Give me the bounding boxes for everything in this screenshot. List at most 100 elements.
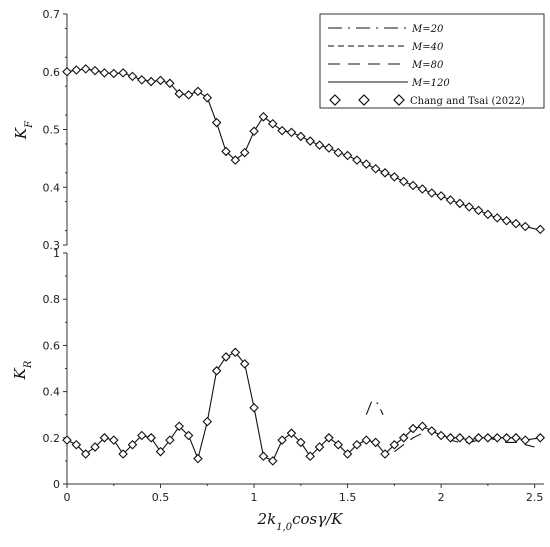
data-point-chang-tsai xyxy=(305,136,315,146)
data-point-chang-tsai xyxy=(333,147,344,158)
data-point-chang-tsai xyxy=(146,76,156,87)
data-point-chang-tsai xyxy=(408,180,418,191)
data-point-chang-tsai xyxy=(483,433,493,443)
data-point-chang-tsai xyxy=(183,430,194,441)
legend: M=20 M=40 M=80 M=120 Chang and Tsai (2022) xyxy=(319,13,545,109)
bottom-y-tick-label: 1 xyxy=(53,247,60,260)
legend-marker-chang-tsai xyxy=(393,94,405,106)
data-point-chang-tsai xyxy=(108,435,119,445)
data-point-chang-tsai xyxy=(249,126,259,137)
series-layer xyxy=(62,64,546,466)
legend-marker-chang-tsai xyxy=(329,94,341,106)
data-point-chang-tsai xyxy=(370,437,381,448)
data-point-chang-tsai xyxy=(137,75,147,85)
series-line-m-20 xyxy=(365,400,384,415)
data-point-chang-tsai xyxy=(202,92,213,103)
data-point-chang-tsai xyxy=(296,437,306,448)
data-point-chang-tsai xyxy=(221,146,231,157)
data-point-chang-tsai xyxy=(417,184,428,194)
bottom-y-tick-label: 0.2 xyxy=(43,432,61,445)
data-point-chang-tsai xyxy=(239,147,250,158)
data-point-chang-tsai xyxy=(211,117,222,128)
data-point-chang-tsai xyxy=(314,140,325,150)
data-point-chang-tsai xyxy=(230,155,241,165)
data-point-chang-tsai xyxy=(80,64,91,74)
data-point-chang-tsai xyxy=(165,78,175,89)
data-point-chang-tsai xyxy=(239,359,250,369)
data-point-chang-tsai xyxy=(370,163,381,174)
data-point-chang-tsai xyxy=(127,439,138,450)
data-point-chang-tsai xyxy=(146,433,156,443)
data-point-chang-tsai xyxy=(445,195,456,205)
axes-layer: 0.3 0.4 0.5 0.6 0.7 0 0.2 0.4 0.6 0.8 1 0 0.5 1 1.5 2 2.… xyxy=(43,8,544,504)
data-point-chang-tsai xyxy=(118,449,128,459)
data-point-chang-tsai xyxy=(426,188,437,198)
data-point-chang-tsai xyxy=(193,86,203,97)
data-point-chang-tsai xyxy=(90,65,100,76)
x-tick-label: 1 xyxy=(251,491,258,504)
data-point-chang-tsai xyxy=(193,453,203,464)
data-point-chang-tsai xyxy=(108,68,119,79)
bottom-y-tick-label: 0.8 xyxy=(43,293,61,306)
bottom-y-tick-label: 0.6 xyxy=(43,339,61,352)
data-point-chang-tsai xyxy=(501,433,512,443)
data-point-chang-tsai xyxy=(389,439,400,450)
data-point-chang-tsai xyxy=(436,191,446,201)
data-point-chang-tsai xyxy=(62,66,72,77)
legend-box xyxy=(319,13,545,109)
data-point-chang-tsai xyxy=(202,416,213,427)
data-point-chang-tsai xyxy=(62,435,72,445)
data-point-chang-tsai xyxy=(258,112,269,122)
data-point-chang-tsai xyxy=(333,439,344,450)
data-point-chang-tsai xyxy=(118,68,128,78)
data-point-chang-tsai xyxy=(277,125,287,136)
data-point-chang-tsai xyxy=(137,430,147,441)
data-point-chang-tsai xyxy=(473,433,484,443)
data-point-chang-tsai xyxy=(417,421,428,432)
data-point-chang-tsai xyxy=(90,442,100,452)
data-point-chang-tsai xyxy=(80,449,91,459)
data-point-chang-tsai xyxy=(473,205,484,216)
bottom-y-tick-label: 0 xyxy=(53,478,60,491)
data-point-chang-tsai xyxy=(183,90,194,100)
data-point-chang-tsai xyxy=(230,347,241,358)
legend-marker-chang-tsai xyxy=(358,94,370,106)
data-point-chang-tsai xyxy=(99,433,110,443)
top-y-tick-label: 0.4 xyxy=(43,181,61,194)
data-point-chang-tsai xyxy=(258,451,269,462)
data-point-chang-tsai xyxy=(127,71,138,82)
data-point-chang-tsai xyxy=(426,426,437,436)
data-point-chang-tsai xyxy=(277,435,287,445)
data-point-chang-tsai xyxy=(165,435,175,445)
data-point-chang-tsai xyxy=(71,65,82,75)
data-point-chang-tsai xyxy=(464,435,474,445)
data-point-chang-tsai xyxy=(389,172,400,182)
data-point-chang-tsai xyxy=(408,423,418,434)
data-point-chang-tsai xyxy=(71,439,82,450)
bottom-y-axis-label: KR xyxy=(11,360,34,380)
x-tick-label: 1.5 xyxy=(339,491,357,504)
data-point-chang-tsai xyxy=(361,435,372,445)
data-point-chang-tsai xyxy=(520,435,531,445)
data-point-chang-tsai xyxy=(249,402,259,413)
data-point-chang-tsai xyxy=(535,224,546,235)
x-tick-label: 0 xyxy=(64,491,71,504)
data-point-chang-tsai xyxy=(342,150,353,161)
data-point-chang-tsai xyxy=(535,433,546,443)
data-point-chang-tsai xyxy=(501,215,512,226)
legend-label: M=120 xyxy=(411,78,450,89)
x-tick-label: 2.5 xyxy=(526,491,544,504)
data-point-chang-tsai xyxy=(296,131,306,142)
x-tick-label: 2 xyxy=(438,491,445,504)
data-point-chang-tsai xyxy=(155,446,166,457)
x-tick-label: 0.5 xyxy=(152,491,170,504)
data-point-chang-tsai xyxy=(483,209,493,220)
data-point-chang-tsai xyxy=(174,88,185,99)
data-point-chang-tsai xyxy=(455,198,465,209)
series-line-m-80 xyxy=(394,430,535,453)
data-point-chang-tsai xyxy=(445,433,456,443)
series-line-m-120 xyxy=(66,68,541,230)
data-point-chang-tsai xyxy=(520,221,531,232)
data-point-chang-tsai xyxy=(267,118,278,129)
